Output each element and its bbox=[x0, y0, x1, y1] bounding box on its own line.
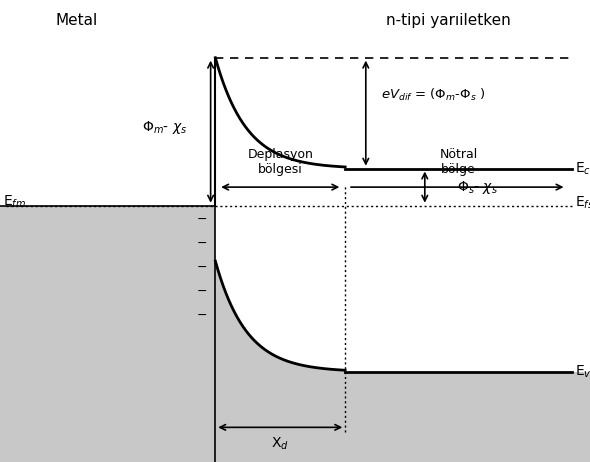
Bar bbox=[345, 372, 590, 462]
Text: Nötral
bölge: Nötral bölge bbox=[440, 148, 478, 176]
Text: E$_v$: E$_v$ bbox=[575, 364, 590, 380]
Text: Metal: Metal bbox=[55, 13, 98, 28]
Text: −: − bbox=[197, 285, 208, 298]
Text: −: − bbox=[197, 309, 208, 322]
Text: $\Phi_s$- $\chi_s$: $\Phi_s$- $\chi_s$ bbox=[457, 179, 499, 195]
Text: −: − bbox=[197, 261, 208, 274]
Text: E$_{fs}$: E$_{fs}$ bbox=[575, 195, 590, 212]
Text: −: − bbox=[197, 237, 208, 250]
Text: $eV_{dif}$ = ($\Phi_m$-$\Phi_s$ ): $eV_{dif}$ = ($\Phi_m$-$\Phi_s$ ) bbox=[381, 87, 486, 103]
Text: E$_c$: E$_c$ bbox=[575, 160, 590, 177]
Text: E$_{fm}$: E$_{fm}$ bbox=[3, 194, 26, 210]
Text: Deplasyon
bölgesi: Deplasyon bölgesi bbox=[247, 148, 313, 176]
Text: n-tipi yarıiletken: n-tipi yarıiletken bbox=[386, 13, 511, 28]
Polygon shape bbox=[215, 261, 345, 462]
Text: X$_d$: X$_d$ bbox=[271, 435, 289, 452]
Bar bbox=[192, 49, 215, 206]
Text: −: − bbox=[197, 213, 208, 226]
Bar bbox=[0, 206, 215, 462]
Text: $\Phi_m$- $\chi_s$: $\Phi_m$- $\chi_s$ bbox=[143, 119, 188, 135]
